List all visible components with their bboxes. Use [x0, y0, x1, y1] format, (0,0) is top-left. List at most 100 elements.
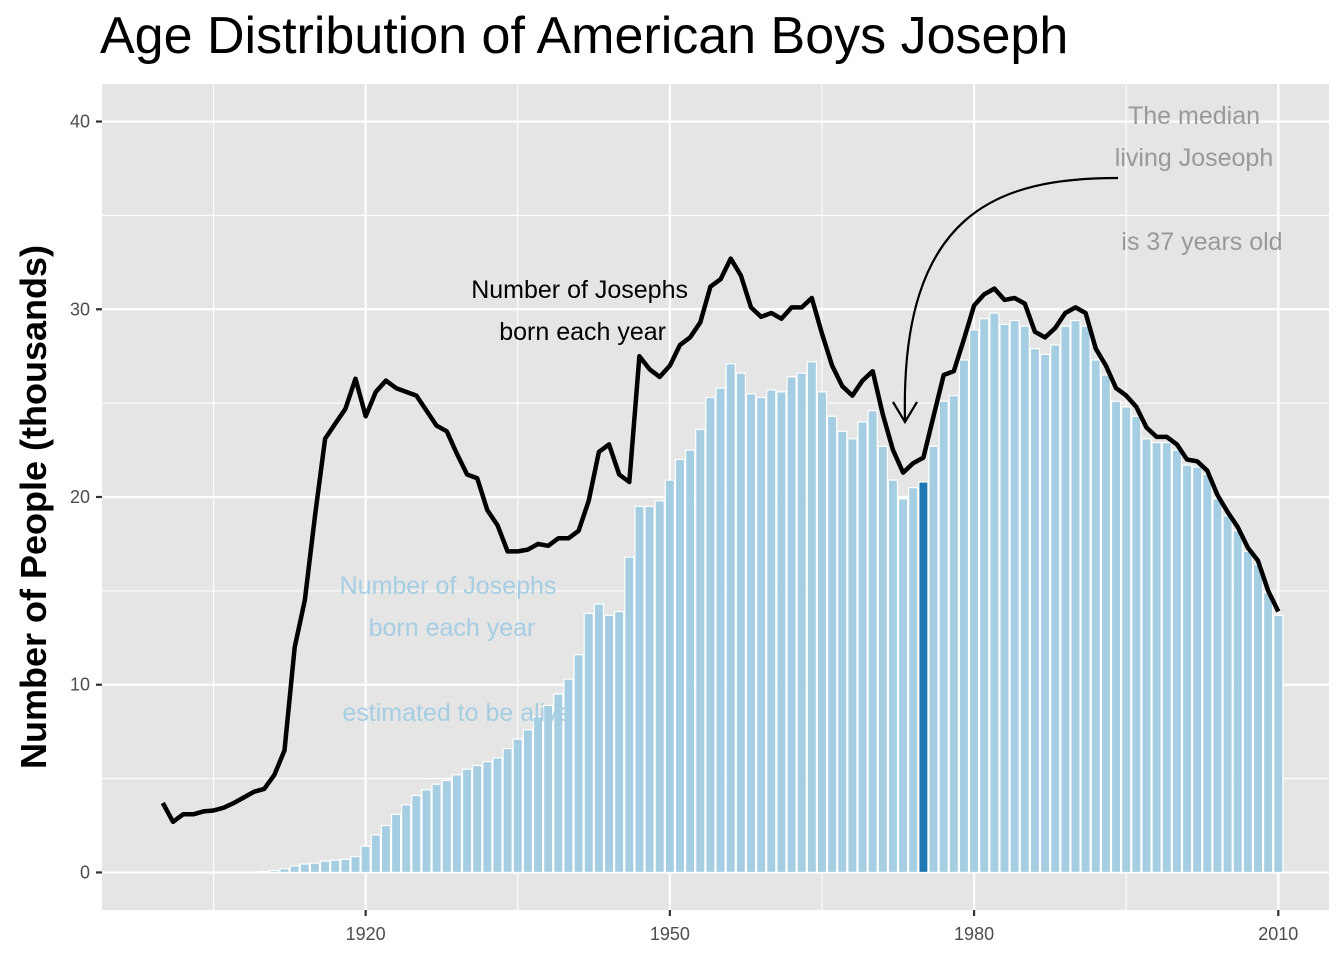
bar	[979, 318, 990, 874]
median-annotation: The median living Joseoph is 37 years ol…	[1115, 102, 1283, 256]
bar	[330, 859, 341, 874]
bar	[1131, 415, 1142, 874]
bar	[654, 500, 665, 874]
x-tick-label: 1980	[954, 924, 994, 944]
bar	[897, 498, 909, 874]
bar	[573, 654, 584, 874]
bar	[938, 400, 949, 874]
bar	[745, 393, 757, 874]
bar	[1060, 325, 1071, 874]
bar	[1212, 498, 1223, 874]
bar	[380, 824, 392, 874]
bar	[735, 372, 747, 874]
bar	[1161, 441, 1172, 874]
bar	[1141, 438, 1152, 874]
x-axis: 1920 1950 1980 2010	[346, 910, 1298, 944]
bar-annotation-line-2: born each year	[369, 614, 536, 642]
bar	[674, 458, 686, 874]
bar	[1080, 325, 1091, 874]
bar-annotation-line-1: Number of Josephs	[340, 572, 557, 600]
bar	[492, 757, 503, 874]
bar	[279, 868, 290, 874]
bar	[644, 505, 655, 874]
bar	[684, 449, 696, 874]
bar	[299, 863, 310, 874]
bar-highlight	[918, 481, 929, 874]
bar	[705, 396, 716, 874]
bar	[715, 387, 726, 874]
bar	[1100, 374, 1112, 874]
bar	[289, 865, 300, 874]
median-annotation-line-1: The median	[1128, 102, 1260, 130]
bar	[1039, 353, 1051, 874]
bar	[1262, 592, 1274, 874]
bar	[1121, 406, 1132, 874]
bar-annotation-line-4: estimated to be alive	[342, 699, 571, 727]
bar	[512, 738, 523, 874]
bar	[543, 704, 554, 874]
births-line	[160, 256, 1281, 825]
bar	[1070, 319, 1081, 874]
bar	[1232, 530, 1243, 874]
bar	[1110, 400, 1122, 874]
x-tick-label: 1950	[650, 924, 690, 944]
bar	[837, 430, 848, 874]
bar	[989, 312, 1000, 874]
bar	[522, 729, 534, 874]
bar	[968, 329, 980, 874]
bar	[877, 445, 888, 874]
x-tick-label: 1920	[346, 924, 386, 944]
median-annotation-line-2: living Joseoph	[1115, 144, 1273, 172]
bar	[857, 421, 868, 874]
bar	[1029, 348, 1041, 874]
bar	[350, 855, 361, 874]
bar	[461, 768, 473, 874]
bar	[502, 747, 513, 874]
bars	[157, 312, 1284, 874]
bar	[269, 869, 280, 874]
bar	[563, 678, 574, 874]
bar	[887, 479, 899, 874]
bar	[593, 603, 605, 874]
y-tick-label: 10	[70, 675, 90, 695]
bar	[340, 858, 351, 874]
bar	[421, 789, 432, 874]
bar	[553, 693, 564, 874]
bar	[1050, 344, 1061, 874]
bar	[1222, 515, 1233, 874]
y-tick-label: 0	[80, 862, 90, 882]
line-annotation-line-1: Number of Josephs	[471, 276, 688, 304]
bar	[999, 323, 1010, 874]
bar	[776, 391, 787, 874]
bar	[634, 505, 645, 874]
bar	[664, 479, 676, 874]
bar	[482, 761, 493, 874]
median-annotation-line-4: is 37 years old	[1121, 228, 1282, 256]
bar	[958, 359, 970, 874]
bar	[603, 614, 615, 874]
bar	[786, 376, 797, 874]
y-axis-label: Number of People (thousands)	[13, 245, 54, 769]
bar	[725, 363, 736, 874]
bar	[431, 783, 442, 874]
bar	[816, 391, 828, 874]
bar	[867, 410, 878, 874]
y-tick-label: 30	[70, 299, 90, 319]
bar-annotation: Number of Josephs born each year estimat…	[340, 572, 572, 727]
bar	[259, 870, 270, 874]
bar	[441, 779, 452, 874]
bar	[847, 438, 858, 874]
bar	[1009, 319, 1020, 874]
bar	[411, 794, 422, 874]
bar	[1090, 359, 1101, 874]
bar	[1202, 473, 1213, 874]
bar	[472, 764, 483, 874]
bar	[796, 372, 807, 874]
bar	[948, 395, 959, 874]
bar	[755, 396, 767, 874]
y-tick-label: 40	[70, 112, 90, 132]
bar	[1252, 563, 1264, 874]
y-axis: 0 10 20 30 40	[70, 112, 102, 882]
chart-title: Age Distribution of American Boys Joseph	[100, 7, 1069, 65]
